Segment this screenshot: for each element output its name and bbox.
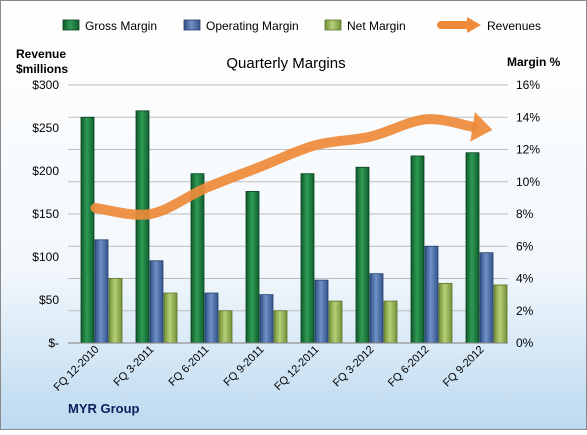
left-tick-label: $150 <box>32 207 59 221</box>
left-tick-label: $300 <box>32 78 59 92</box>
legend: Gross Margin Operating Margin Net Margin Re… <box>62 17 541 33</box>
legend-label: Operating Margin <box>206 19 299 33</box>
bar-operating-margin <box>94 239 109 344</box>
chart-title: Quarterly Margins <box>226 55 345 72</box>
right-tick-label: 2% <box>516 304 534 318</box>
legend-swatch <box>324 19 342 31</box>
bar-operating-margin <box>259 294 274 344</box>
legend-swatch-arrow <box>467 17 481 33</box>
left-tick-label: $250 <box>32 121 59 135</box>
left-axis-label-line2: $millions <box>16 62 68 76</box>
left-axis-ticks: $- $50 $100 $150 $200 $250 $300 <box>32 78 59 350</box>
bar-net-margin <box>108 278 123 344</box>
right-tick-label: 4% <box>516 272 534 286</box>
right-tick-label: 14% <box>516 110 540 124</box>
bar-net-margin <box>163 292 178 344</box>
bar-operating-margin <box>149 260 164 344</box>
right-tick-label: 8% <box>516 207 534 221</box>
bar-gross-margin <box>355 166 370 344</box>
revenue-line <box>90 114 478 220</box>
bar-net-margin <box>383 300 398 344</box>
right-tick-label: 6% <box>516 239 534 253</box>
right-tick-label: 10% <box>516 175 540 189</box>
left-tick-label: $50 <box>39 293 59 307</box>
bar-net-margin <box>438 282 453 344</box>
right-tick-label: 12% <box>516 143 540 157</box>
bar-net-margin <box>493 284 508 344</box>
legend-label: Gross Margin <box>85 19 157 33</box>
left-tick-label: $- <box>48 336 59 350</box>
legend-swatch <box>183 19 201 31</box>
bar-gross-margin <box>80 116 95 344</box>
revenue-line-group <box>90 111 493 220</box>
bar-operating-margin <box>369 273 384 344</box>
bar-gross-margin <box>410 155 425 344</box>
bar-operating-margin <box>204 292 219 344</box>
right-tick-label: 0% <box>516 336 534 350</box>
legend-label: Revenues <box>487 19 541 33</box>
bar-gross-margin <box>300 173 315 344</box>
bar-gross-margin <box>135 110 150 344</box>
right-axis-ticks: 0% 2% 4% 6% 8% 10% 12% 14% 16% <box>516 78 540 350</box>
bar-operating-margin <box>424 245 439 344</box>
bar-gross-margin <box>245 191 260 344</box>
revenue-arrow-head <box>470 111 493 142</box>
bar-gross-margin <box>465 152 480 344</box>
bar-net-margin <box>218 310 233 344</box>
left-tick-label: $100 <box>32 250 59 264</box>
bar-operating-margin <box>314 279 329 344</box>
bar-net-margin <box>273 310 288 344</box>
right-tick-label: 16% <box>516 78 540 92</box>
bar-operating-margin <box>479 252 494 344</box>
left-axis-label-line1: Revenue <box>16 47 66 61</box>
left-tick-label: $200 <box>32 164 59 178</box>
bar-net-margin <box>328 300 343 344</box>
legend-label: Net Margin <box>347 19 406 33</box>
legend-swatch <box>62 19 80 31</box>
footer-company: MYR Group <box>68 401 140 416</box>
right-axis-label: Margin % <box>507 55 561 69</box>
